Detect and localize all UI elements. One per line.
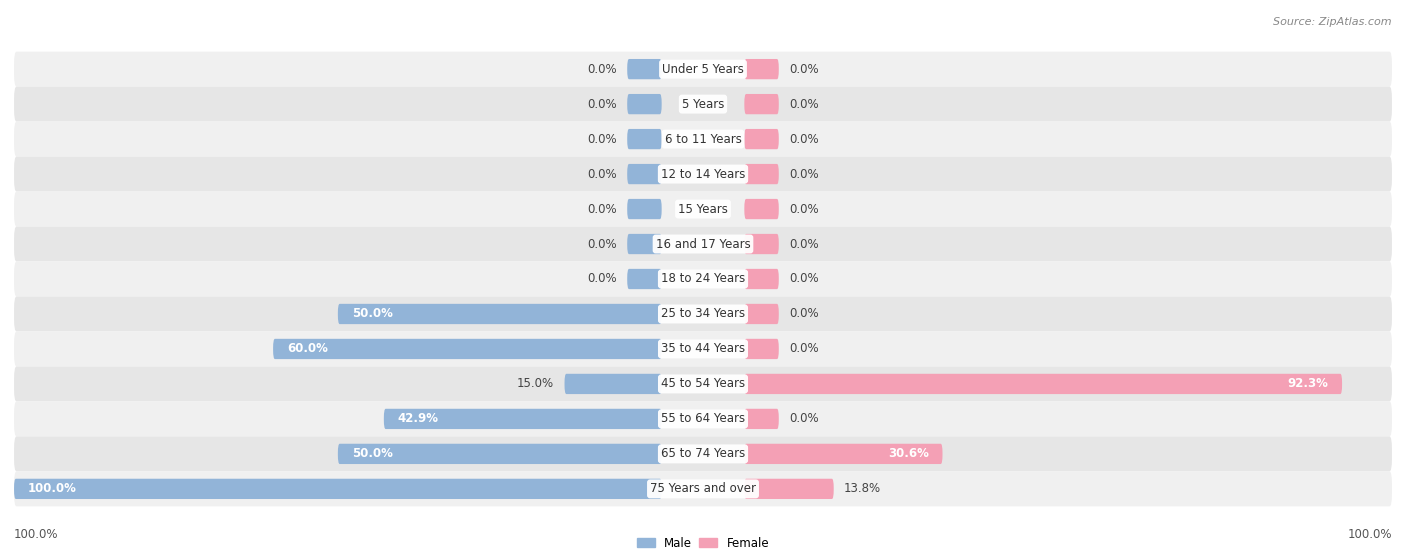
FancyBboxPatch shape: [744, 479, 834, 499]
FancyBboxPatch shape: [14, 479, 662, 499]
FancyBboxPatch shape: [627, 129, 662, 149]
Text: 0.0%: 0.0%: [789, 412, 818, 425]
Text: Under 5 Years: Under 5 Years: [662, 62, 744, 76]
FancyBboxPatch shape: [14, 122, 1392, 157]
FancyBboxPatch shape: [14, 401, 1392, 436]
FancyBboxPatch shape: [14, 331, 1392, 367]
FancyBboxPatch shape: [14, 52, 1392, 86]
Text: 60.0%: 60.0%: [287, 343, 328, 355]
FancyBboxPatch shape: [744, 94, 779, 114]
Text: 100.0%: 100.0%: [14, 528, 59, 541]
Text: 0.0%: 0.0%: [789, 307, 818, 320]
FancyBboxPatch shape: [744, 269, 779, 289]
Text: 15 Years: 15 Years: [678, 203, 728, 215]
Text: 0.0%: 0.0%: [588, 62, 617, 76]
FancyBboxPatch shape: [627, 59, 662, 79]
FancyBboxPatch shape: [744, 444, 942, 464]
FancyBboxPatch shape: [14, 472, 1392, 506]
FancyBboxPatch shape: [627, 94, 662, 114]
Text: 50.0%: 50.0%: [352, 307, 392, 320]
FancyBboxPatch shape: [627, 269, 662, 289]
FancyBboxPatch shape: [744, 59, 779, 79]
FancyBboxPatch shape: [384, 409, 662, 429]
Text: INCOME BELOW POVERTY BY SEX AND AGE IN SILEX: INCOME BELOW POVERTY BY SEX AND AGE IN S…: [176, 0, 603, 3]
FancyBboxPatch shape: [14, 157, 1392, 191]
FancyBboxPatch shape: [627, 234, 662, 254]
Text: 100.0%: 100.0%: [1347, 528, 1392, 541]
Text: 0.0%: 0.0%: [588, 98, 617, 110]
Text: 12 to 14 Years: 12 to 14 Years: [661, 167, 745, 181]
FancyBboxPatch shape: [744, 374, 1343, 394]
Text: 0.0%: 0.0%: [789, 272, 818, 286]
FancyBboxPatch shape: [14, 227, 1392, 262]
Text: 0.0%: 0.0%: [588, 133, 617, 146]
FancyBboxPatch shape: [744, 164, 779, 184]
Text: 0.0%: 0.0%: [789, 62, 818, 76]
FancyBboxPatch shape: [744, 409, 779, 429]
Legend: Male, Female: Male, Female: [633, 532, 773, 554]
Text: 0.0%: 0.0%: [789, 167, 818, 181]
FancyBboxPatch shape: [744, 304, 779, 324]
FancyBboxPatch shape: [565, 374, 662, 394]
FancyBboxPatch shape: [337, 304, 662, 324]
FancyBboxPatch shape: [14, 367, 1392, 401]
FancyBboxPatch shape: [14, 191, 1392, 227]
Text: 0.0%: 0.0%: [789, 238, 818, 251]
Text: 0.0%: 0.0%: [588, 238, 617, 251]
Text: 16 and 17 Years: 16 and 17 Years: [655, 238, 751, 251]
Text: 42.9%: 42.9%: [398, 412, 439, 425]
Text: 18 to 24 Years: 18 to 24 Years: [661, 272, 745, 286]
FancyBboxPatch shape: [627, 199, 662, 219]
Text: 100.0%: 100.0%: [28, 482, 77, 496]
Text: 50.0%: 50.0%: [352, 448, 392, 460]
Text: 0.0%: 0.0%: [789, 133, 818, 146]
Text: 30.6%: 30.6%: [887, 448, 929, 460]
FancyBboxPatch shape: [14, 436, 1392, 472]
FancyBboxPatch shape: [744, 129, 779, 149]
FancyBboxPatch shape: [744, 339, 779, 359]
Text: 55 to 64 Years: 55 to 64 Years: [661, 412, 745, 425]
FancyBboxPatch shape: [337, 444, 662, 464]
FancyBboxPatch shape: [14, 296, 1392, 331]
Text: 0.0%: 0.0%: [588, 272, 617, 286]
Text: 75 Years and over: 75 Years and over: [650, 482, 756, 496]
Text: 0.0%: 0.0%: [789, 98, 818, 110]
Text: 15.0%: 15.0%: [517, 377, 554, 391]
Text: 45 to 54 Years: 45 to 54 Years: [661, 377, 745, 391]
FancyBboxPatch shape: [14, 86, 1392, 122]
Text: 13.8%: 13.8%: [844, 482, 882, 496]
FancyBboxPatch shape: [273, 339, 662, 359]
Text: 0.0%: 0.0%: [789, 203, 818, 215]
FancyBboxPatch shape: [627, 164, 662, 184]
Text: 5 Years: 5 Years: [682, 98, 724, 110]
Text: 0.0%: 0.0%: [789, 343, 818, 355]
Text: 0.0%: 0.0%: [588, 203, 617, 215]
Text: 65 to 74 Years: 65 to 74 Years: [661, 448, 745, 460]
Text: 6 to 11 Years: 6 to 11 Years: [665, 133, 741, 146]
FancyBboxPatch shape: [744, 199, 779, 219]
FancyBboxPatch shape: [14, 262, 1392, 296]
Text: 25 to 34 Years: 25 to 34 Years: [661, 307, 745, 320]
FancyBboxPatch shape: [744, 234, 779, 254]
Text: Source: ZipAtlas.com: Source: ZipAtlas.com: [1274, 17, 1392, 27]
Text: 0.0%: 0.0%: [588, 167, 617, 181]
Text: 35 to 44 Years: 35 to 44 Years: [661, 343, 745, 355]
Text: 92.3%: 92.3%: [1288, 377, 1329, 391]
